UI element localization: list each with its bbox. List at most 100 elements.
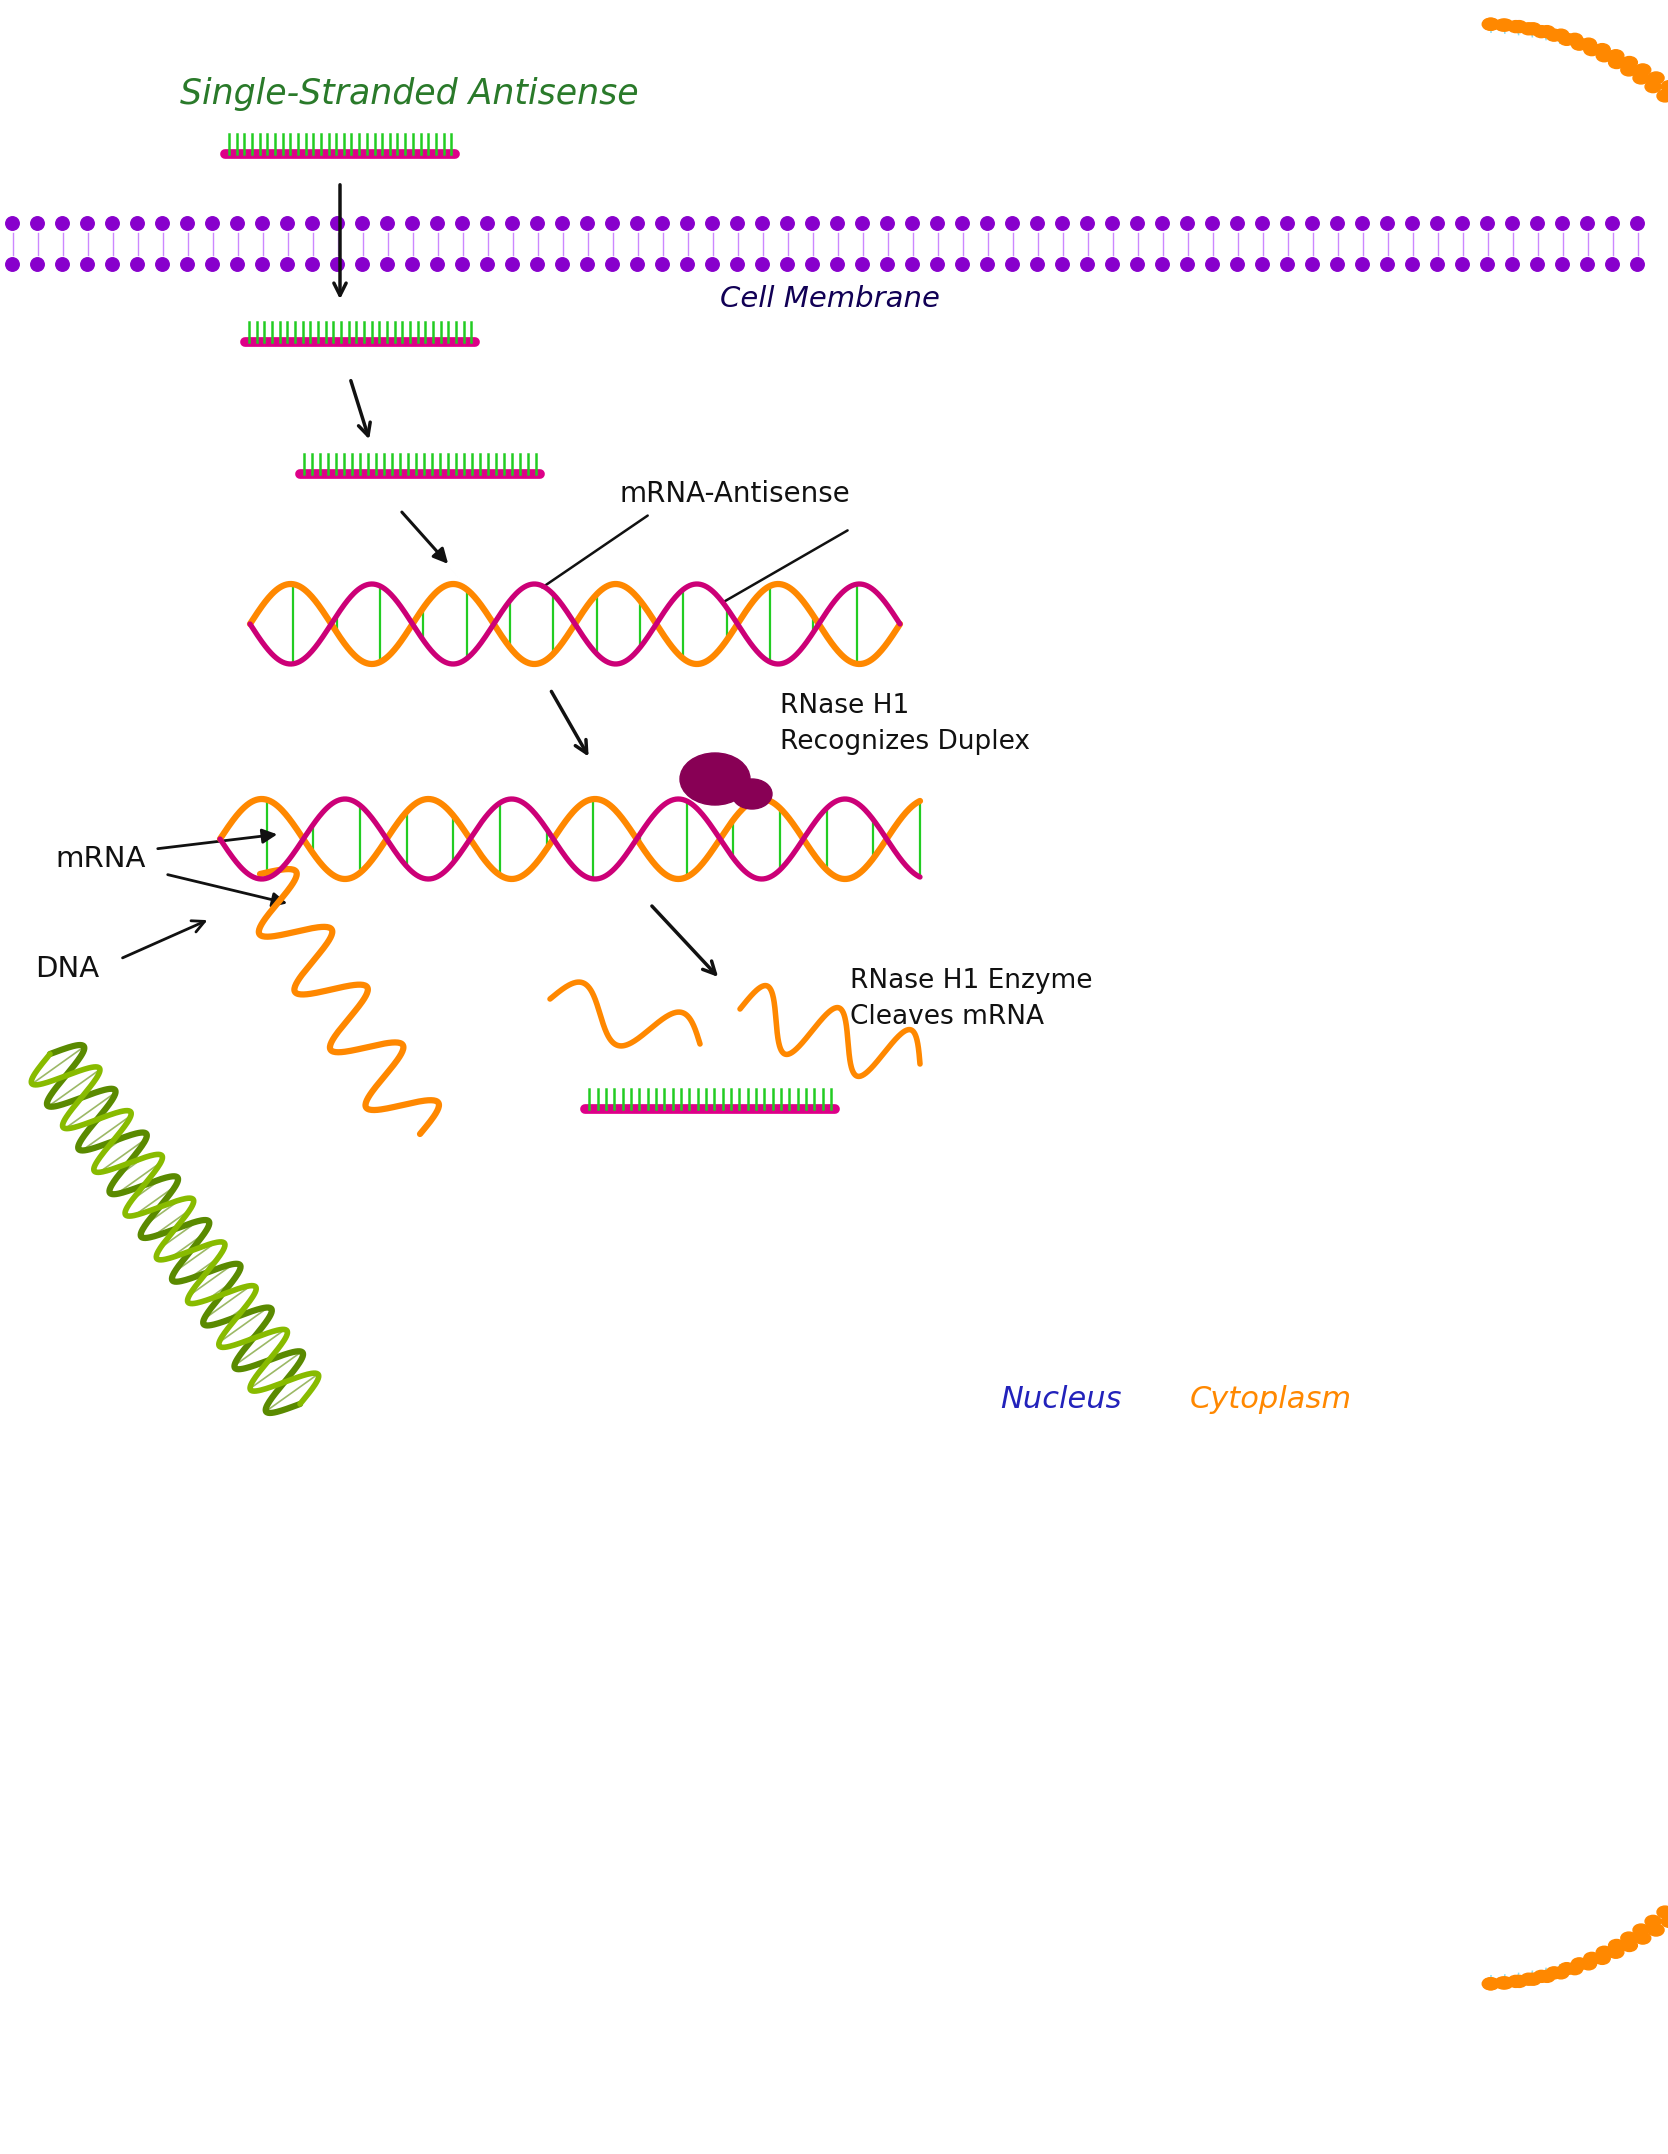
Ellipse shape bbox=[5, 218, 20, 230]
Ellipse shape bbox=[831, 258, 844, 271]
Ellipse shape bbox=[1495, 1977, 1511, 1988]
Ellipse shape bbox=[530, 218, 544, 230]
Ellipse shape bbox=[1181, 258, 1194, 271]
Ellipse shape bbox=[605, 258, 619, 271]
Ellipse shape bbox=[55, 258, 70, 271]
Ellipse shape bbox=[831, 218, 844, 230]
Ellipse shape bbox=[180, 218, 193, 230]
Ellipse shape bbox=[1481, 258, 1495, 271]
Text: Cytoplasm: Cytoplasm bbox=[1189, 1385, 1353, 1413]
Ellipse shape bbox=[1596, 1947, 1613, 1958]
Ellipse shape bbox=[631, 218, 644, 230]
Ellipse shape bbox=[1566, 1962, 1583, 1975]
Ellipse shape bbox=[180, 258, 193, 271]
Ellipse shape bbox=[1256, 258, 1269, 271]
Ellipse shape bbox=[480, 218, 494, 230]
Ellipse shape bbox=[1633, 71, 1650, 84]
Ellipse shape bbox=[1635, 1932, 1651, 1945]
Ellipse shape bbox=[781, 218, 794, 230]
Ellipse shape bbox=[80, 218, 95, 230]
Ellipse shape bbox=[430, 258, 444, 271]
Ellipse shape bbox=[1581, 1958, 1596, 1971]
Ellipse shape bbox=[580, 218, 594, 230]
Ellipse shape bbox=[1571, 39, 1588, 50]
Ellipse shape bbox=[1656, 90, 1668, 101]
Ellipse shape bbox=[1356, 258, 1369, 271]
Ellipse shape bbox=[1511, 22, 1528, 32]
Ellipse shape bbox=[1431, 258, 1444, 271]
Ellipse shape bbox=[1635, 65, 1651, 75]
Ellipse shape bbox=[1606, 258, 1620, 271]
Ellipse shape bbox=[1558, 1962, 1575, 1975]
Ellipse shape bbox=[1056, 258, 1069, 271]
Ellipse shape bbox=[1031, 218, 1044, 230]
Ellipse shape bbox=[1156, 218, 1169, 230]
Ellipse shape bbox=[1581, 258, 1595, 271]
Ellipse shape bbox=[1553, 30, 1570, 41]
Ellipse shape bbox=[1608, 1939, 1625, 1952]
Ellipse shape bbox=[1540, 1971, 1555, 1982]
Ellipse shape bbox=[255, 218, 269, 230]
Text: mRNA: mRNA bbox=[55, 844, 145, 872]
Ellipse shape bbox=[1546, 30, 1561, 41]
Ellipse shape bbox=[1206, 218, 1219, 230]
Ellipse shape bbox=[230, 258, 244, 271]
Ellipse shape bbox=[205, 258, 219, 271]
Ellipse shape bbox=[906, 258, 919, 271]
Ellipse shape bbox=[505, 218, 519, 230]
Ellipse shape bbox=[1406, 258, 1419, 271]
Ellipse shape bbox=[555, 258, 569, 271]
Ellipse shape bbox=[380, 218, 394, 230]
Ellipse shape bbox=[305, 258, 319, 271]
Ellipse shape bbox=[1621, 65, 1636, 75]
Ellipse shape bbox=[756, 218, 769, 230]
Ellipse shape bbox=[280, 258, 294, 271]
Ellipse shape bbox=[1558, 32, 1575, 45]
Ellipse shape bbox=[355, 258, 369, 271]
Ellipse shape bbox=[1031, 258, 1044, 271]
Ellipse shape bbox=[1556, 258, 1570, 271]
Ellipse shape bbox=[1648, 71, 1665, 84]
Ellipse shape bbox=[505, 258, 519, 271]
Ellipse shape bbox=[1456, 258, 1470, 271]
Ellipse shape bbox=[1106, 258, 1119, 271]
Ellipse shape bbox=[1483, 17, 1500, 30]
Ellipse shape bbox=[1156, 258, 1169, 271]
Ellipse shape bbox=[1131, 258, 1144, 271]
Ellipse shape bbox=[1606, 218, 1620, 230]
Ellipse shape bbox=[1495, 19, 1511, 30]
Ellipse shape bbox=[1483, 17, 1498, 30]
Ellipse shape bbox=[155, 258, 168, 271]
Text: RNase H1
Recognizes Duplex: RNase H1 Recognizes Duplex bbox=[781, 694, 1031, 756]
Ellipse shape bbox=[1525, 24, 1541, 34]
Ellipse shape bbox=[1181, 218, 1194, 230]
Ellipse shape bbox=[1656, 1906, 1668, 1917]
Ellipse shape bbox=[1631, 258, 1645, 271]
Ellipse shape bbox=[956, 218, 969, 230]
Ellipse shape bbox=[1631, 218, 1645, 230]
Ellipse shape bbox=[856, 258, 869, 271]
Ellipse shape bbox=[681, 218, 694, 230]
Text: DNA: DNA bbox=[35, 954, 98, 982]
Ellipse shape bbox=[255, 258, 269, 271]
Ellipse shape bbox=[130, 258, 143, 271]
Ellipse shape bbox=[1431, 218, 1444, 230]
Ellipse shape bbox=[105, 218, 118, 230]
Ellipse shape bbox=[1661, 1915, 1668, 1928]
Ellipse shape bbox=[1131, 218, 1144, 230]
Ellipse shape bbox=[405, 218, 419, 230]
Ellipse shape bbox=[706, 258, 719, 271]
Ellipse shape bbox=[205, 218, 219, 230]
Ellipse shape bbox=[1581, 218, 1595, 230]
Ellipse shape bbox=[806, 218, 819, 230]
Ellipse shape bbox=[1621, 1939, 1638, 1952]
Ellipse shape bbox=[1596, 50, 1613, 62]
Ellipse shape bbox=[1506, 258, 1520, 271]
Ellipse shape bbox=[430, 218, 444, 230]
Ellipse shape bbox=[1406, 218, 1419, 230]
Ellipse shape bbox=[732, 780, 772, 810]
Ellipse shape bbox=[1106, 218, 1119, 230]
Ellipse shape bbox=[931, 218, 944, 230]
Ellipse shape bbox=[1306, 258, 1319, 271]
Ellipse shape bbox=[631, 258, 644, 271]
